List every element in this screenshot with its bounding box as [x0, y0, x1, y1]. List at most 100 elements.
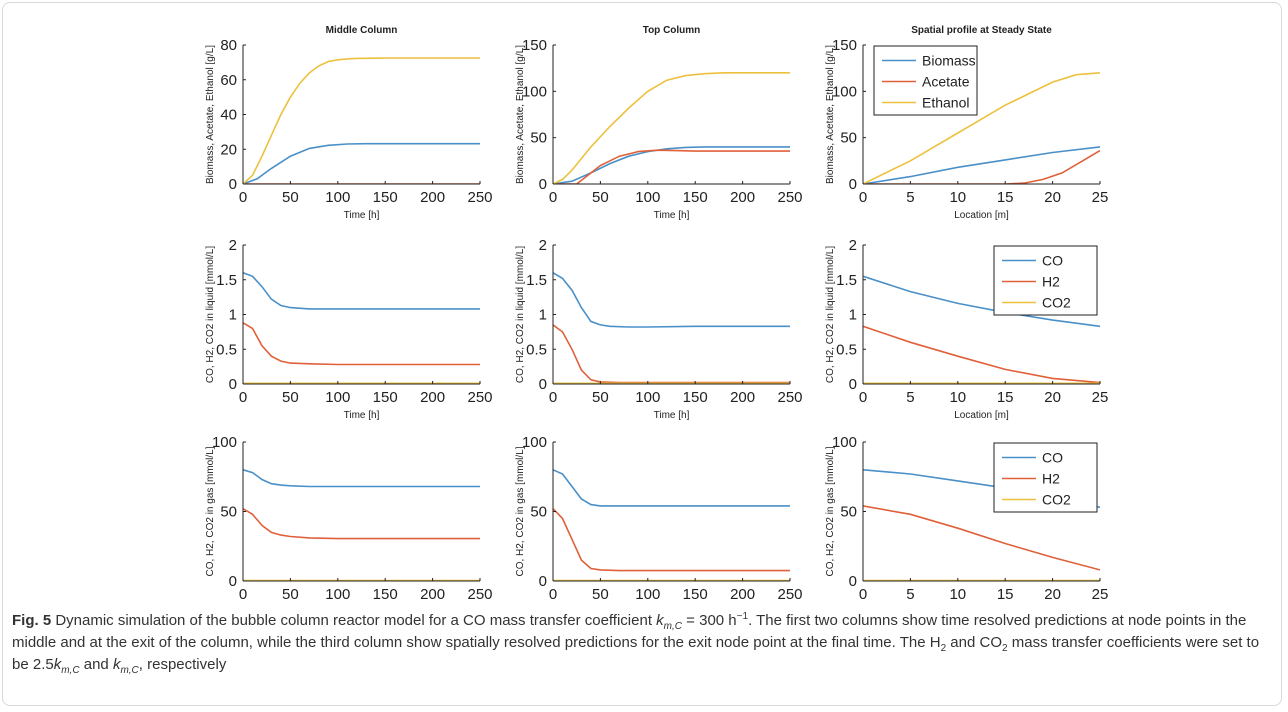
y-axis-label: CO, H2, CO2 in gas [mmol/L]	[515, 446, 526, 576]
x-tick-label: 20	[1044, 389, 1061, 406]
y-tick-label: 80	[220, 37, 237, 54]
chart-panel-2: 0 50 100 150 200 250 0 50 100 150 Time [h] Biomass,…	[515, 25, 803, 221]
chart-panel-9: 0510152025050100Location [m]CO, H2, CO2 …	[825, 434, 1108, 600]
series-line-red	[553, 324, 790, 384]
x-tick-label: 10	[949, 389, 966, 406]
x-tick-label: 250	[467, 389, 492, 406]
x-tick-label: 25	[1092, 389, 1109, 406]
series-line-red	[553, 508, 790, 572]
y-tick-label: 1.5	[216, 272, 237, 289]
y-tick-label: 1.5	[526, 272, 547, 289]
y-tick-label: 50	[530, 504, 547, 521]
series-line-blue	[243, 469, 480, 488]
chart-panel-4: 0 50 100 150 200 250 0 0.5 1 1.5 2 Time [h] CO, H2, …	[205, 237, 493, 421]
x-tick-label: 100	[325, 389, 350, 406]
x-tick-label: 0	[549, 389, 557, 406]
x-tick-label: 250	[467, 586, 492, 600]
x-axis-label: Time [h]	[654, 210, 690, 221]
series-line-co	[863, 275, 1100, 328]
legend-label-co2: CO2	[1042, 295, 1071, 311]
caption-k-subscript-2: m,C	[61, 665, 80, 676]
y-tick-label: 150	[832, 37, 857, 54]
y-axis-label: CO, H2, CO2 in gas [mmol/L]	[825, 446, 836, 576]
x-tick-label: 50	[282, 189, 299, 206]
y-tick-label: 100	[212, 434, 237, 451]
x-tick-label: 25	[1092, 189, 1109, 206]
caption-text-6: and	[79, 656, 113, 673]
y-axis-label: Biomass, Acetate, Ethanol [g/L]	[515, 45, 526, 184]
legend-box	[873, 45, 978, 116]
x-tick-label: 250	[777, 586, 802, 600]
x-tick-label: 15	[997, 389, 1014, 406]
series-line-blue	[243, 272, 480, 310]
series-line-blue	[553, 146, 790, 184]
x-axis-label: Location [m]	[954, 410, 1009, 421]
x-tick-label: 250	[777, 189, 802, 206]
legend-label-h2: H2	[1042, 274, 1060, 290]
x-axis-label: Time [h]	[344, 210, 380, 221]
x-tick-label: 200	[420, 586, 445, 600]
legend-label-acetate: Acetate	[922, 74, 970, 90]
x-tick-label: 10	[949, 189, 966, 206]
y-tick-label: 0.5	[836, 341, 857, 358]
y-axis-label: CO, H2, CO2 in liquid [mmol/L]	[825, 246, 836, 383]
y-tick-label: 0	[229, 573, 237, 590]
x-tick-label: 0	[549, 189, 557, 206]
chart-panel-7: 050100150200250050100Time [h]CO, H2, CO2…	[205, 434, 493, 600]
x-tick-label: 0	[549, 586, 557, 600]
y-tick-label: 150	[522, 37, 547, 54]
series-line-yellow	[243, 57, 480, 184]
y-tick-label: 50	[840, 130, 857, 147]
legend-label-h2: H2	[1042, 471, 1060, 487]
x-tick-label: 0	[239, 389, 247, 406]
series-line-h2	[863, 325, 1100, 384]
y-axis-label: Biomass, Acetate, Ethanol [g/L]	[205, 45, 216, 184]
x-tick-label: 20	[1044, 586, 1061, 600]
x-tick-label: 250	[777, 389, 802, 406]
x-tick-label: 50	[592, 586, 609, 600]
chart-title: Spatial profile at Steady State	[911, 25, 1052, 36]
chart-panel-3: 0 5 10 15 20 25 0 50 100 150 Location [m] Biomass, …	[825, 25, 1108, 221]
series-line-blue	[553, 469, 790, 507]
x-axis-label: Time [h]	[344, 410, 380, 421]
series-line-red	[243, 508, 480, 540]
y-tick-label: 100	[522, 83, 547, 100]
y-tick-label: 2	[539, 237, 547, 254]
x-tick-label: 0	[239, 586, 247, 600]
caption-h2-subscript: 2	[940, 643, 947, 654]
caption-text-3: . The first two columns show time resolv…	[12, 612, 1247, 651]
legend-box	[993, 442, 1098, 513]
x-tick-label: 100	[635, 189, 660, 206]
legend-label-ethanol: Ethanol	[922, 95, 969, 111]
x-tick-label: 200	[730, 389, 755, 406]
x-tick-label: 5	[906, 189, 914, 206]
x-tick-label: 100	[325, 189, 350, 206]
legend-label-biomass: Biomass	[922, 53, 976, 69]
legend-label-co: CO	[1042, 253, 1063, 269]
y-tick-label: 1	[849, 307, 857, 324]
chart-title: Top Column	[643, 25, 701, 36]
caption-co2-subscript: 2	[1002, 643, 1008, 654]
y-tick-label: 50	[840, 504, 857, 521]
x-tick-label: 0	[859, 586, 867, 600]
y-tick-label: 2	[849, 237, 857, 254]
x-tick-label: 100	[325, 586, 350, 600]
y-tick-label: 40	[220, 107, 237, 124]
y-tick-label: 0	[229, 176, 237, 193]
y-tick-label: 0	[539, 176, 547, 193]
x-tick-label: 150	[373, 189, 398, 206]
x-tick-label: 100	[635, 586, 660, 600]
y-tick-label: 1	[539, 307, 547, 324]
x-tick-label: 250	[467, 189, 492, 206]
x-axis-label: Location [m]	[954, 210, 1009, 221]
caption-text-1: Dynamic simulation of the bubble column …	[51, 612, 657, 629]
x-axis-label: Time [h]	[654, 410, 690, 421]
caption-k-subscript-3: m,C	[120, 665, 139, 676]
legend: CO H2 CO2	[993, 245, 1098, 316]
chart-panel-5: 0 50 100 150 200 250 0 0.5 1 1.5 2 Time [h] CO, H2, …	[515, 237, 803, 421]
y-tick-label: 100	[832, 83, 857, 100]
x-tick-label: 100	[635, 389, 660, 406]
chart-title: Middle Column	[326, 25, 398, 36]
y-tick-label: 2	[229, 237, 237, 254]
y-tick-label: 0	[849, 573, 857, 590]
